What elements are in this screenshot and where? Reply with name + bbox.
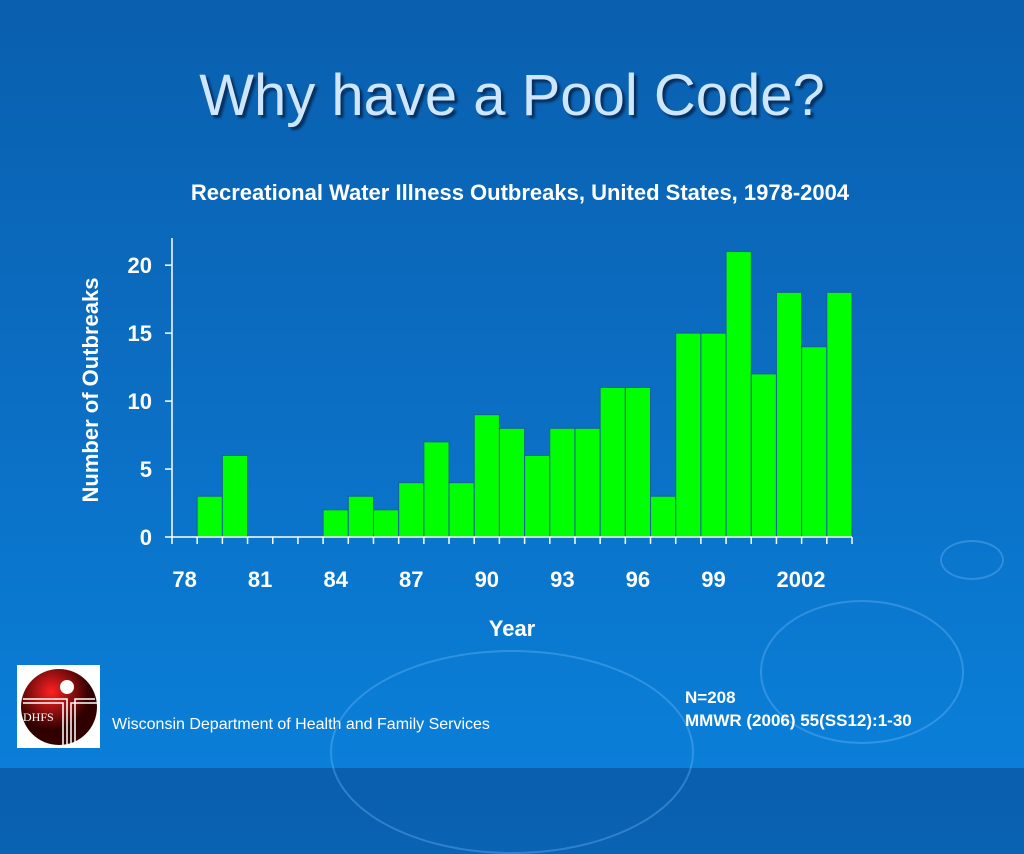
y-tick-label: 0 [140, 525, 152, 550]
bar-1991 [498, 427, 526, 538]
x-tick-label: 90 [475, 567, 499, 592]
x-tick-label: 87 [399, 567, 423, 592]
y-tick-label: 15 [128, 321, 152, 346]
y-tick-label: 5 [140, 457, 152, 482]
bar-2002 [775, 291, 803, 538]
ripple-decoration [760, 600, 964, 744]
chart-title: Recreational Water Illness Outbreaks, Un… [190, 180, 850, 205]
bar-1980 [221, 454, 249, 538]
y-tick-label: 10 [128, 389, 152, 414]
bar-1996 [624, 387, 652, 538]
x-tick-label: 93 [550, 567, 574, 592]
svg-text:DHFS: DHFS [23, 710, 54, 724]
bar-2001 [750, 373, 777, 538]
source-note: N=208 MMWR (2006) 55(SS12):1-30 [685, 686, 912, 732]
bar-1979 [196, 495, 223, 538]
x-tick-label: 99 [701, 567, 725, 592]
bar-2004 [826, 291, 853, 538]
x-tick-label: 84 [323, 567, 348, 592]
bar-1994 [574, 427, 601, 538]
x-tick-label: 81 [248, 567, 272, 592]
bar-1999 [700, 332, 727, 538]
bar-1987 [398, 482, 425, 538]
y-tick-label: 20 [128, 253, 152, 278]
citation: MMWR (2006) 55(SS12):1-30 [685, 711, 912, 730]
bar-1993 [549, 427, 576, 538]
bar-1986 [372, 509, 400, 538]
bar-1998 [675, 332, 702, 538]
ripple-decoration [940, 540, 1004, 580]
bar-1988 [423, 441, 450, 538]
bar-chart: 0 5 10 15 20 78 81 84 87 90 93 96 99 2002 [128, 251, 853, 592]
x-tick-label: 96 [626, 567, 650, 592]
x-tick-label: 78 [172, 567, 196, 592]
bar-1997 [650, 495, 677, 538]
bar-2003 [801, 346, 828, 538]
bar-1990 [473, 414, 500, 538]
bar-1995 [599, 387, 626, 538]
organization-name: Wisconsin Department of Health and Famil… [112, 716, 490, 733]
x-axis-label: Year [488, 616, 536, 641]
bar-1984 [322, 509, 349, 538]
bar-1992 [524, 454, 551, 538]
dhfs-logo: DHFS [17, 665, 100, 748]
slide-title: Why have a Pool Code? [199, 63, 825, 128]
sample-size: N=208 [685, 688, 736, 707]
bar-2000 [725, 251, 752, 538]
bar-1989 [448, 482, 475, 538]
bar-1985 [347, 495, 374, 538]
x-tick-label: 2002 [777, 567, 826, 592]
